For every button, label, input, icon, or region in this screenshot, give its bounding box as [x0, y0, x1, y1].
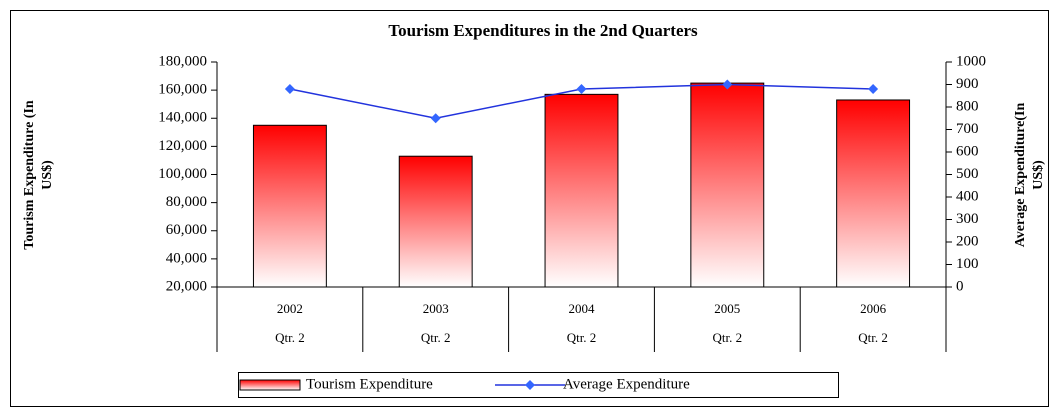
bar	[544, 93, 619, 288]
y-tick-label: 60,000	[166, 222, 207, 238]
legend-swatch	[239, 379, 301, 391]
y-tick-label: 140,000	[158, 110, 207, 126]
y-tick-label: 100,000	[158, 166, 207, 182]
bar	[690, 82, 765, 288]
y2-tick-label: 700	[956, 121, 979, 137]
y-tick-label: 160,000	[158, 82, 207, 98]
y2-axis-label: Average Expenditure(In	[1013, 103, 1028, 248]
chart-title: Tourism Expenditures in the 2nd Quarters	[388, 21, 698, 40]
x-sub-label: Qtr. 2	[275, 330, 305, 345]
line-marker	[284, 84, 295, 94]
y-axis-label: Tourism Expenditure (In	[22, 100, 37, 250]
y2-tick-label: 900	[956, 76, 979, 92]
x-tick-label: 2003	[423, 301, 449, 316]
y2-tick-label: 0	[956, 278, 964, 294]
x-sub-label: Qtr. 2	[421, 330, 451, 345]
line-marker	[868, 84, 879, 94]
x-sub-label: Qtr. 2	[712, 330, 742, 345]
x-tick-label: 2004	[569, 301, 596, 316]
line-marker	[722, 79, 733, 90]
y2-tick-label: 200	[956, 233, 979, 249]
y2-tick-label: 800	[956, 98, 979, 114]
y-axis-label: US$)	[40, 160, 55, 190]
x-tick-label: 2005	[714, 301, 740, 316]
line-marker	[430, 113, 441, 124]
y2-tick-label: 400	[956, 188, 979, 204]
x-sub-label: Qtr. 2	[567, 330, 597, 345]
y2-tick-label: 100	[956, 256, 979, 272]
y2-tick-label: 300	[956, 211, 979, 227]
y2-tick-label: 600	[956, 143, 979, 159]
line-marker	[576, 84, 587, 94]
y2-tick-label: 1000	[956, 53, 986, 69]
x-tick-label: 2006	[860, 301, 887, 316]
bar	[252, 124, 327, 288]
bar	[836, 99, 911, 288]
bar	[398, 155, 473, 288]
y-tick-label: 180,000	[158, 53, 207, 69]
y-tick-label: 80,000	[166, 194, 207, 210]
y-tick-label: 120,000	[158, 138, 207, 154]
x-tick-label: 2002	[277, 301, 303, 316]
y-tick-label: 40,000	[166, 250, 207, 266]
y2-tick-label: 500	[956, 166, 979, 182]
y2-axis-label: US$)	[1031, 160, 1046, 190]
legend-label: Tourism Expenditure	[306, 376, 433, 392]
y-tick-label: 20,000	[166, 278, 207, 294]
legend-swatch	[525, 380, 535, 390]
legend-label: Average Expenditure	[563, 376, 690, 392]
x-sub-label: Qtr. 2	[858, 330, 888, 345]
